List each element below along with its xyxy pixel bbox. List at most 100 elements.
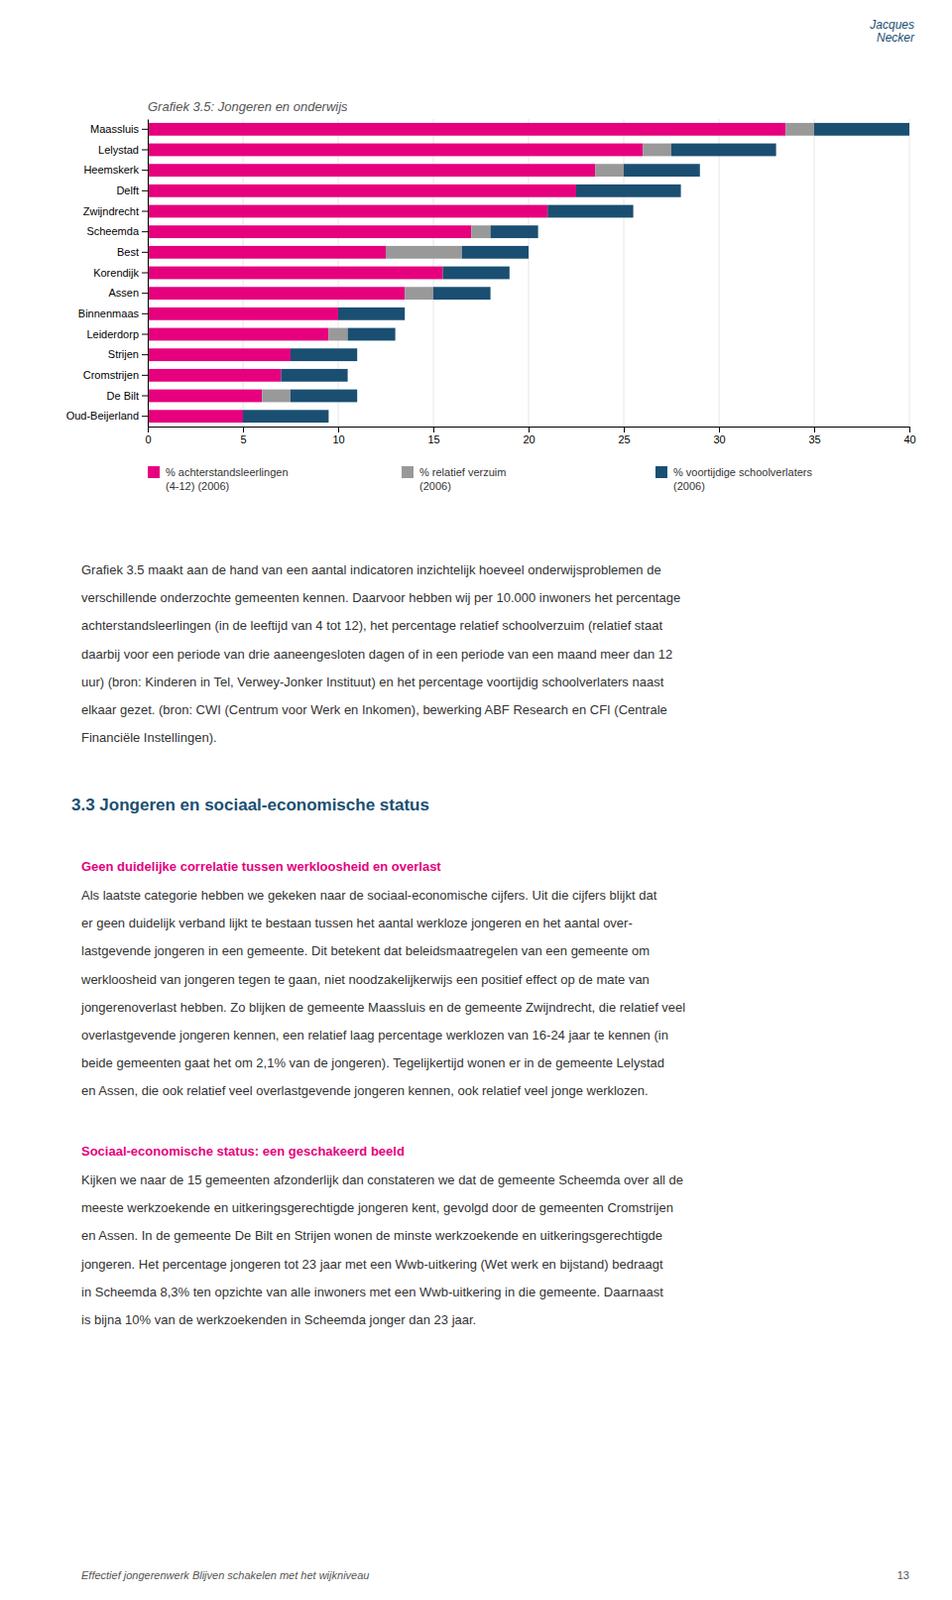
legend-swatch	[147, 466, 160, 478]
y-tick-mark	[141, 272, 148, 274]
y-tick-label: Lelystad	[98, 143, 139, 156]
bar	[338, 307, 405, 321]
body-text: werkloosheid van jongeren tegen te gaan,…	[80, 971, 650, 987]
page: JacquesNecker0510152025303540MaassluisLe…	[0, 0, 952, 1600]
x-tick: 25	[617, 426, 630, 446]
bar	[147, 225, 472, 238]
y-tick: Binnenmaas	[78, 307, 148, 320]
body-text: lastgevende jongeren in een gemeente. Di…	[81, 943, 650, 958]
x-axis-line	[148, 427, 911, 434]
bar	[147, 143, 643, 157]
body-text: achterstandsleerlingen (in de leeftijd v…	[81, 617, 663, 633]
y-tick: Leiderdorp	[86, 328, 148, 341]
x-tick-mark	[528, 426, 530, 433]
chart: 0510152025303540MaassluisLelystadHeemske…	[66, 119, 917, 446]
logo: Necker	[876, 30, 916, 45]
page-number: 13	[897, 1568, 910, 1581]
y-tick-label: Oud-Beijerland	[66, 409, 139, 422]
y-tick-label: Zwijndrecht	[83, 205, 139, 218]
logo: Jacques	[868, 17, 915, 32]
body-text: elkaar gezet. (bron: CWI (Centrum voor W…	[81, 702, 668, 717]
body-text: jongerenoverlast hebben. Zo blijken de g…	[80, 999, 686, 1015]
x-tick-mark	[718, 426, 720, 433]
section-heading: 3.3 Jongeren en sociaal-economische stat…	[71, 795, 430, 815]
y-tick: Best	[117, 245, 148, 258]
x-tick: 5	[239, 426, 246, 446]
x-tick-label: 30	[713, 433, 725, 446]
legend-label: % achterstandsleerlingen(4-12) (2006)	[165, 466, 289, 492]
y-tick-label: Leiderdorp	[86, 328, 139, 341]
body-text: jongeren. Het percentage jongeren tot 23…	[80, 1256, 664, 1272]
y-tick-label: Delft	[116, 184, 139, 197]
bar	[348, 328, 396, 342]
y-tick: Korendijk	[93, 266, 148, 279]
series	[147, 122, 786, 423]
x-tick-label: 5	[239, 433, 246, 446]
x-tick-label: 0	[144, 433, 151, 446]
y-tick: Strijen	[108, 348, 148, 360]
bar	[443, 266, 510, 280]
y-tick-mark	[141, 149, 148, 151]
body-text: en Assen. In de gemeente De Bilt en Stri…	[81, 1227, 663, 1243]
legend-label: % voortijdige schoolverlaters(2006)	[673, 466, 814, 492]
bar	[642, 143, 672, 157]
bar	[462, 245, 529, 259]
x-tick: 15	[427, 426, 440, 446]
bar	[147, 368, 281, 382]
y-tick-label: Maassluis	[90, 122, 139, 135]
grid-line	[718, 119, 720, 427]
y-tick-mark	[141, 415, 148, 417]
y-tick-mark	[141, 169, 148, 171]
y-tick: Oud-Beijerland	[66, 409, 148, 422]
y-axis-line	[147, 119, 149, 428]
body-text: uur) (bron: Kinderen in Tel, Verwey-Jonk…	[81, 674, 665, 690]
bar	[147, 163, 595, 177]
grid-line	[814, 119, 816, 427]
y-tick-mark	[141, 313, 148, 315]
subheading: Geen duidelijke correlatie tussen werklo…	[81, 858, 442, 874]
y-tick-label: Strijen	[108, 348, 139, 360]
y-tick-mark	[141, 354, 148, 356]
x-tick-mark	[242, 426, 244, 433]
y-tick: Zwijndrecht	[83, 205, 148, 218]
y-tick-label: Cromstrijen	[83, 368, 139, 381]
bar	[576, 184, 682, 198]
bar	[147, 307, 339, 321]
y-tick-label: Assen	[108, 286, 139, 299]
x-axis: 0510152025303540	[144, 426, 916, 446]
y-tick: Cromstrijen	[83, 368, 148, 381]
body-text: beide gemeenten gaat het om 2,1% van de …	[81, 1055, 665, 1071]
body-text: Financiële Instellingen).	[81, 729, 218, 745]
footer: Effectief jongerenwerk Blijven schakelen…	[81, 1568, 369, 1581]
x-tick-label: 25	[617, 433, 630, 446]
y-tick-mark	[141, 251, 148, 253]
x-tick-mark	[147, 426, 149, 433]
bar	[280, 368, 348, 382]
y-tick-mark	[141, 395, 148, 397]
x-tick-label: 35	[808, 433, 821, 446]
x-tick-mark	[433, 426, 435, 433]
y-tick-label: Best	[117, 245, 139, 258]
body-text: er geen duidelijk verband lijkt te besta…	[81, 915, 633, 931]
y-tick-mark	[141, 374, 148, 376]
x-tick-mark	[814, 426, 816, 433]
legend-item: % relatief verzuim(2006)	[401, 466, 506, 492]
series	[261, 122, 815, 402]
legend-swatch	[655, 466, 668, 478]
bar	[595, 163, 624, 177]
x-tick-mark	[909, 426, 911, 433]
bar	[147, 184, 577, 198]
x-tick-label: 15	[427, 433, 440, 446]
body-text: meeste werkzoekende en uitkeringsgerecht…	[81, 1199, 674, 1215]
y-tick-label: De Bilt	[107, 389, 139, 402]
x-tick: 10	[332, 426, 345, 446]
bars	[147, 122, 910, 423]
legend-item: % achterstandsleerlingen(4-12) (2006)	[147, 466, 289, 492]
bar	[490, 225, 539, 238]
bar	[290, 348, 357, 361]
grid	[147, 119, 910, 427]
bar	[433, 286, 491, 300]
y-tick: De Bilt	[107, 389, 148, 402]
x-tick-label: 20	[522, 433, 535, 446]
body-text: Als laatste categorie hebben we gekeken …	[81, 887, 658, 903]
